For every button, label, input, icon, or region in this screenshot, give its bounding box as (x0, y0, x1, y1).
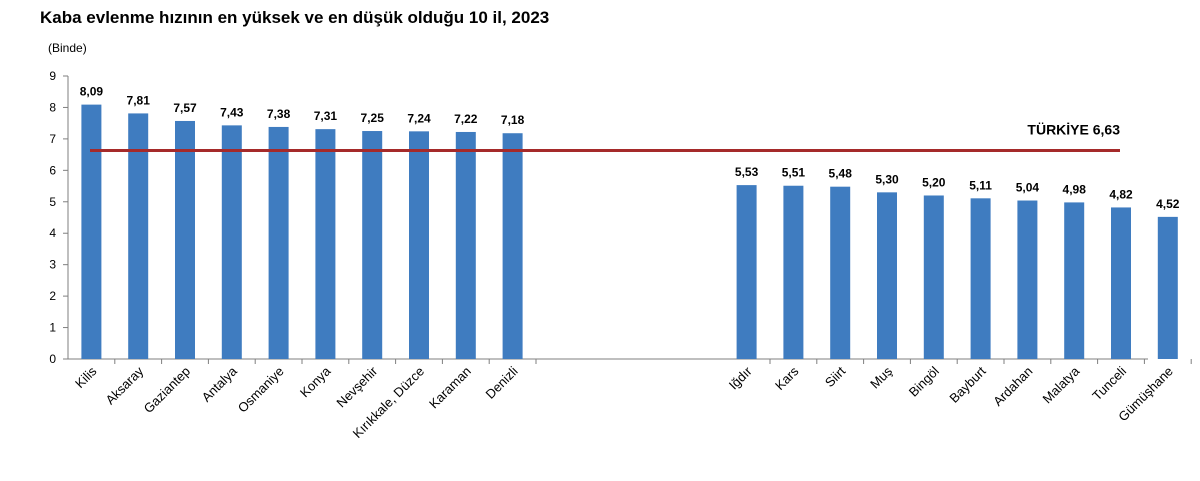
bar (502, 133, 523, 359)
data-label: 4,82 (1109, 187, 1133, 201)
x-tick-label: Bingöl (906, 363, 942, 399)
data-label: 7,24 (407, 111, 431, 125)
y-tick-label: 0 (49, 352, 56, 366)
data-label: 7,18 (501, 113, 525, 127)
data-label: 7,31 (314, 109, 338, 123)
bar (970, 198, 991, 359)
x-tick-label: Denizli (483, 363, 521, 401)
x-tick-label: Osmaniye (235, 364, 287, 416)
data-label: 5,11 (969, 178, 992, 192)
bar (268, 126, 289, 359)
bar (783, 185, 804, 359)
x-tick-label: Kilis (72, 363, 100, 391)
data-label: 5,30 (875, 172, 899, 186)
unit-label: (Binde) (48, 41, 87, 55)
bars (81, 104, 1178, 360)
x-tick-label: Konya (297, 363, 334, 400)
reference-line-group: TÜRKİYE 6,63 (90, 122, 1120, 153)
x-tick-label: Antalya (199, 363, 241, 405)
bar (128, 113, 149, 360)
y-tick-label: 3 (49, 258, 56, 272)
data-label: 8,09 (80, 85, 104, 99)
x-tick-label: Aksaray (103, 363, 147, 407)
x-tick-label: Karaman (426, 364, 474, 412)
x-tick-label: Muş (867, 363, 895, 391)
bar (315, 129, 336, 359)
data-label: 7,38 (267, 107, 291, 121)
bar (1157, 216, 1178, 359)
x-tick-label: Nevşehir (333, 363, 380, 410)
x-tick-label: Malatya (1040, 363, 1083, 406)
y-tick-label: 9 (49, 69, 56, 83)
data-label: 5,51 (782, 166, 806, 180)
data-label: 7,81 (127, 93, 151, 107)
bar (221, 125, 242, 360)
bar (175, 120, 195, 360)
bar (362, 131, 383, 359)
y-tick-label: 6 (49, 163, 56, 177)
x-tick-label: Kars (772, 363, 802, 393)
data-labels: 8,09 7,81 7,57 7,43 7,38 7,31 7,25 7,24 7,22 7,18… (80, 85, 1180, 211)
data-label: 7,57 (173, 101, 197, 115)
bar (830, 186, 851, 359)
y-tick-label: 8 (49, 100, 56, 114)
data-label: 7,25 (361, 111, 385, 125)
bar (409, 131, 429, 359)
y-tick-label: 5 (49, 195, 56, 209)
bar (877, 192, 897, 359)
bar (1017, 200, 1038, 359)
bar (455, 131, 476, 359)
y-tick-label: 2 (49, 289, 56, 303)
x-tick-label: Gaziantep (141, 364, 194, 417)
y-tick-label: 7 (49, 132, 56, 146)
x-tick-label: Ardahan (990, 364, 1035, 409)
bar (736, 185, 757, 359)
reference-line-label: TÜRKİYE 6,63 (1027, 122, 1120, 138)
data-label: 5,04 (1016, 181, 1040, 195)
data-label: 7,22 (454, 112, 478, 126)
data-label: 4,52 (1156, 197, 1180, 211)
y-axis: 0 1 2 3 4 5 6 7 8 9 (49, 69, 1192, 366)
data-label: 5,20 (922, 175, 946, 189)
bar (923, 195, 944, 359)
data-label: 5,53 (735, 165, 759, 179)
bar (1064, 202, 1085, 359)
x-tick-label: Tunceli (1089, 363, 1129, 403)
bar (81, 104, 102, 359)
x-tick-label: Bayburt (946, 363, 989, 406)
data-label: 4,98 (1063, 182, 1087, 196)
bar (1111, 207, 1131, 359)
y-tick-label: 1 (49, 321, 56, 335)
data-label: 7,43 (220, 105, 244, 119)
x-tick-label: Siirt (822, 363, 849, 390)
y-tick-label: 4 (49, 226, 56, 240)
x-tick-label: Iğdır (726, 363, 755, 392)
chart-title: Kaba evlenme hızının en yüksek ve en düş… (40, 8, 550, 27)
data-label: 5,48 (829, 167, 853, 181)
